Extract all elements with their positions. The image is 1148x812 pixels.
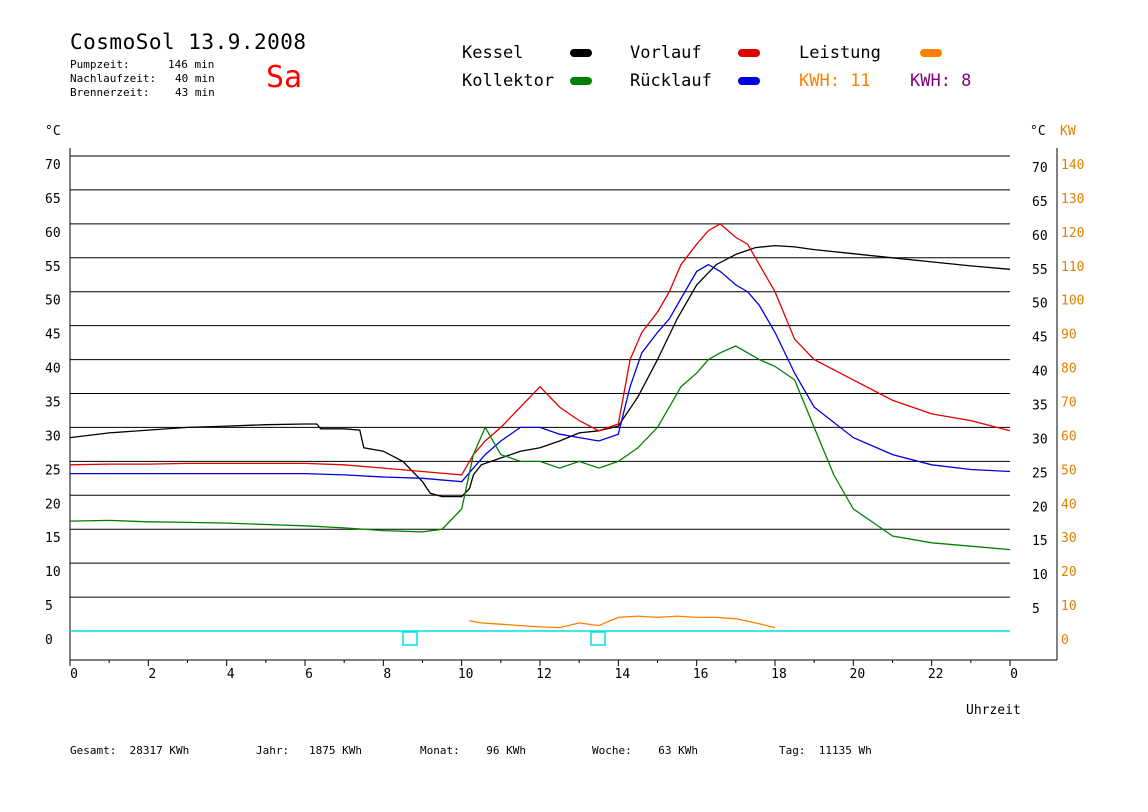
y2-tick-label: 10 bbox=[1061, 599, 1077, 614]
x-tick-label: 18 bbox=[771, 667, 787, 682]
legend-kessel-swatch bbox=[570, 49, 592, 57]
y2-tick-label: 140 bbox=[1061, 158, 1084, 173]
legend-kollektor-swatch bbox=[570, 77, 592, 85]
x-tick-label: 0 bbox=[1010, 667, 1018, 682]
legend-ruecklauf: Rücklauf bbox=[630, 71, 712, 91]
y-tick-label-left: 70 bbox=[45, 158, 61, 173]
y-tick-label-right: 65 bbox=[1032, 195, 1048, 210]
series-line-vorlauf bbox=[69, 223, 1011, 476]
after-run-value: 40 min bbox=[175, 72, 215, 85]
footer-year: Jahr: 1875 KWh bbox=[256, 744, 362, 757]
y-tick-label-left: 55 bbox=[45, 260, 61, 275]
y-axis-unit-left: °C bbox=[45, 124, 61, 139]
footer-total: Gesamt: 28317 KWh bbox=[70, 744, 190, 757]
y2-tick-label: 30 bbox=[1061, 531, 1077, 546]
y-tick-label-right: 60 bbox=[1032, 229, 1048, 244]
y-tick-label-right: 40 bbox=[1032, 365, 1048, 380]
y2-tick-label: 50 bbox=[1061, 463, 1077, 478]
legend-leistung: Leistung bbox=[799, 43, 881, 63]
y2-tick-label: 130 bbox=[1061, 192, 1084, 207]
burner-time-label: Brennerzeit: bbox=[70, 86, 150, 99]
y2-tick-label: 20 bbox=[1061, 565, 1077, 580]
y-tick-label-left: 40 bbox=[45, 362, 61, 377]
x-tick-label: 8 bbox=[383, 667, 391, 682]
footer-week: Woche: 63 KWh bbox=[592, 744, 698, 757]
legend-vorlauf: Vorlauf bbox=[630, 43, 702, 63]
x-tick-label: 12 bbox=[536, 667, 552, 682]
y-tick-label-left: 30 bbox=[45, 429, 61, 444]
x-axis-label: Uhrzeit bbox=[966, 703, 1021, 718]
y2-tick-label: 120 bbox=[1061, 226, 1084, 241]
y-tick-label-right: 35 bbox=[1032, 399, 1048, 414]
marker-box-2 bbox=[590, 631, 606, 646]
y2-tick-label: 100 bbox=[1061, 294, 1084, 309]
y-tick-label-left: 65 bbox=[45, 192, 61, 207]
y-tick-label-right: 5 bbox=[1032, 602, 1040, 617]
y-tick-label-left: 50 bbox=[45, 294, 61, 309]
y-tick-label-left: 10 bbox=[45, 565, 61, 580]
series-line-kollektor bbox=[69, 345, 1011, 551]
y-tick-label-left: 35 bbox=[45, 396, 61, 411]
y-tick-label-right: 15 bbox=[1032, 534, 1048, 549]
y-tick-label-left: 15 bbox=[45, 531, 61, 546]
legend-leistung-swatch bbox=[920, 49, 942, 57]
y2-tick-label: 70 bbox=[1061, 396, 1077, 411]
legend-ruecklauf-swatch bbox=[738, 77, 760, 85]
footer-month: Monat: 96 KWh bbox=[420, 744, 526, 757]
y-tick-label-right: 70 bbox=[1032, 161, 1048, 176]
x-tick-label: 0 bbox=[70, 667, 78, 682]
y-tick-label-right: 20 bbox=[1032, 500, 1048, 515]
y-axis-unit-right: °C bbox=[1030, 124, 1046, 139]
y-tick-label-right: 25 bbox=[1032, 466, 1048, 481]
burner-time-value: 43 min bbox=[175, 86, 215, 99]
y-tick-label-left: 0 bbox=[45, 633, 53, 648]
y-tick-label-right: 45 bbox=[1032, 331, 1048, 346]
y-tick-label-left: 5 bbox=[45, 599, 53, 614]
y-tick-label-left: 45 bbox=[45, 328, 61, 343]
y-tick-label-left: 60 bbox=[45, 226, 61, 241]
legend-kwh-orange: KWH: 11 bbox=[799, 71, 871, 91]
series-line-rcklauf bbox=[70, 263, 1011, 483]
y2-tick-label: 40 bbox=[1061, 497, 1077, 512]
y2-tick-label: 80 bbox=[1061, 362, 1077, 377]
x-tick-label: 16 bbox=[693, 667, 709, 682]
series-line-kessel bbox=[69, 244, 1011, 498]
marker-box-1 bbox=[402, 631, 418, 646]
y-tick-label-left: 20 bbox=[45, 497, 61, 512]
pump-time-value: 146 min bbox=[168, 58, 215, 71]
y2-tick-label: 110 bbox=[1061, 260, 1084, 275]
x-tick-label: 10 bbox=[458, 667, 474, 682]
chart-title: CosmoSol 13.9.2008 bbox=[70, 30, 307, 54]
x-tick-label: 22 bbox=[928, 667, 944, 682]
y2-tick-label: 60 bbox=[1061, 429, 1077, 444]
x-tick-label: 14 bbox=[615, 667, 631, 682]
legend-vorlauf-swatch bbox=[738, 49, 760, 57]
y-tick-label-right: 55 bbox=[1032, 263, 1048, 278]
x-tick-label: 2 bbox=[148, 667, 156, 682]
series-line-leistung bbox=[469, 615, 776, 629]
legend-kollektor: Kollektor bbox=[462, 71, 555, 91]
x-tick-label: 4 bbox=[227, 667, 235, 682]
y-tick-label-left: 25 bbox=[45, 463, 61, 478]
footer-day: Tag: 11135 Wh bbox=[779, 744, 872, 757]
y2-tick-label: 0 bbox=[1061, 633, 1069, 648]
after-run-label: Nachlaufzeit: bbox=[70, 72, 157, 85]
pump-time-label: Pumpzeit: bbox=[70, 58, 130, 71]
y-tick-label-right: 50 bbox=[1032, 297, 1048, 312]
legend-kessel: Kessel bbox=[462, 43, 524, 63]
y2-axis-unit: KW bbox=[1060, 124, 1076, 139]
x-tick-label: 6 bbox=[305, 667, 313, 682]
weekday-label: Sa bbox=[266, 60, 303, 95]
legend-kwh-purple: KWH: 8 bbox=[910, 71, 972, 91]
y-tick-label-right: 30 bbox=[1032, 432, 1048, 447]
y-tick-label-right: 10 bbox=[1032, 568, 1048, 583]
x-tick-label: 20 bbox=[850, 667, 866, 682]
y2-tick-label: 90 bbox=[1061, 328, 1077, 343]
